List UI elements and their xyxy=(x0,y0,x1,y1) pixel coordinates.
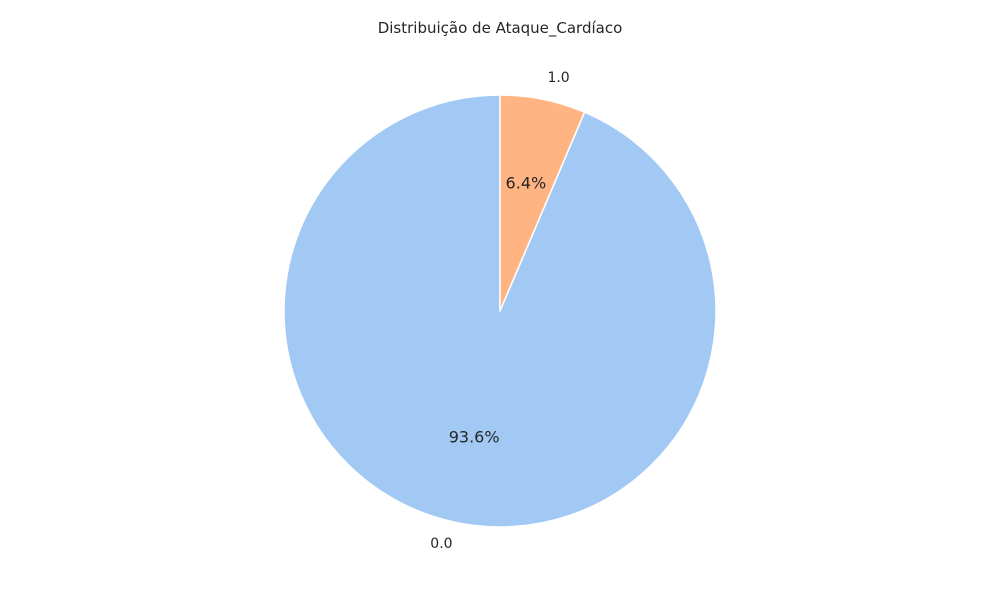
slice-label-1-0: 1.0 xyxy=(547,70,569,86)
slice-percent-0-0: 93.6% xyxy=(449,427,500,446)
chart-title: Distribuição de Ataque_Cardíaco xyxy=(378,19,623,38)
slice-percent-1-0: 6.4% xyxy=(506,174,547,193)
pie-labels: 0.0 93.6% 1.0 6.4% xyxy=(430,70,569,552)
slice-label-0-0: 0.0 xyxy=(430,536,452,552)
pie-slice-1-0 xyxy=(499,94,586,312)
pie-slices xyxy=(283,94,717,528)
